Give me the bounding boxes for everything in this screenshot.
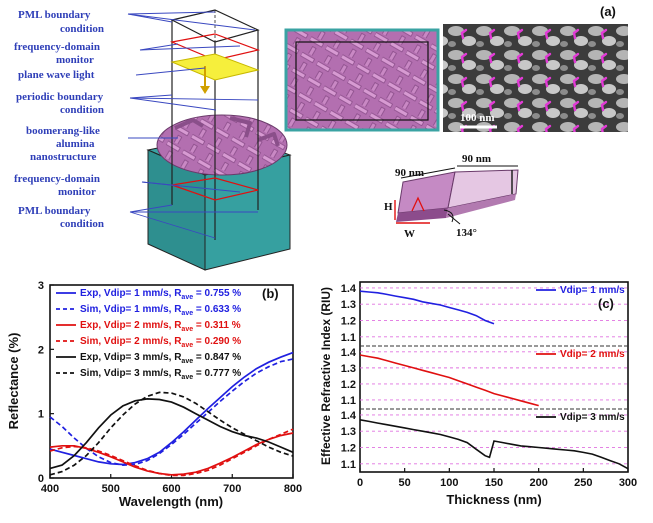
annotations: PML boundary condition frequency-domain … xyxy=(14,9,259,239)
panel-label-c: (c) xyxy=(598,296,614,311)
chart-b-legend-entry: Exp, Vdip= 1 mm/s, Rave = 0.755 % xyxy=(80,288,241,301)
chart-b-ytick-label: 1 xyxy=(38,409,44,421)
scale-bar-label: 100 nm xyxy=(460,112,495,124)
dim-h: H xyxy=(384,201,393,213)
chart-b-xtick-label: 700 xyxy=(223,483,241,495)
monitor-plane-top xyxy=(169,33,261,61)
chart-c-series-3 xyxy=(359,419,629,470)
boomerang-particles xyxy=(174,116,280,147)
chart-b-ytick-label: 0 xyxy=(38,473,44,485)
chart-b-xlabel: Wavelength (nm) xyxy=(119,494,223,509)
chart-b-ytick-label: 3 xyxy=(38,280,44,292)
panel-label-b: (b) xyxy=(262,286,279,301)
chart-c-legend-entry: Vdip= 2 mm/s xyxy=(560,349,625,360)
boomerang-cluster xyxy=(156,114,288,176)
ann-boomerang-2: alumina xyxy=(56,138,95,150)
chart-b: 400 500 600 700 800 0 1 2 3 Exp, Vdip= 1 mm/s, R… xyxy=(6,280,302,509)
chart-b-xtick-label: 400 xyxy=(41,483,59,495)
ann-periodic-1: periodic boundary xyxy=(16,91,104,103)
dim-length-2: 90 nm xyxy=(462,153,491,165)
sem-image: 100 nm xyxy=(443,24,628,132)
chart-c-subplot-1: 1.4 1.3 1.2 1.1 Vdip= 1 mm/s xyxy=(341,283,628,344)
chart-c-xtick-label: 0 xyxy=(357,477,363,489)
chart-c-ytick-label: 1.2 xyxy=(341,379,356,391)
chart-b-series-5 xyxy=(49,398,294,470)
chart-c-ytick-label: 1.3 xyxy=(341,426,356,438)
ann-monitor-top-1: frequency-domain xyxy=(14,41,100,53)
chart-b-xtick-label: 600 xyxy=(162,483,180,495)
chart-b-ticks: 400 500 600 700 800 0 1 2 3 xyxy=(38,280,302,495)
dim-w: W xyxy=(404,228,415,240)
chart-b-series xyxy=(49,351,294,477)
monitor-plane-bottom xyxy=(171,177,259,201)
chart-c-legend-entry: Vdip= 3 mm/s xyxy=(560,412,625,423)
chart-c-xtick-label: 200 xyxy=(529,477,547,489)
chart-b-series-1 xyxy=(49,351,294,466)
chart-c-xtick-label: 150 xyxy=(485,477,503,489)
chart-b-legend-entry: Exp, Vdip= 2 mm/s, Rave = 0.311 % xyxy=(80,320,241,333)
chart-c-xtick-label: 50 xyxy=(399,477,411,489)
chart-c-ytick-label: 1.4 xyxy=(341,410,357,422)
ann-periodic-2: condition xyxy=(60,104,104,116)
chart-c-xlabel: Thickness (nm) xyxy=(446,492,541,507)
chart-c-ytick-label: 1.2 xyxy=(341,443,356,455)
dim-length-1: 90 nm xyxy=(395,167,424,179)
chart-c-xtick-label: 100 xyxy=(440,477,458,489)
chart-c-ytick-label: 1.3 xyxy=(341,363,356,375)
chart-c-xtick-label: 300 xyxy=(619,477,637,489)
ann-monitor-bot-2: monitor xyxy=(58,186,96,198)
chart-b-legend-entry: Sim, Vdip= 1 mm/s, Rave = 0.633 % xyxy=(80,304,241,317)
chart-b-series-2 xyxy=(49,358,294,466)
ann-pml-top-2: condition xyxy=(60,23,104,35)
chart-c-ytick-label: 1.1 xyxy=(341,332,356,344)
chart-b-series-6 xyxy=(49,391,294,476)
panel-label-a: (a) xyxy=(600,4,616,19)
chart-c-legend-entry: Vdip= 1 mm/s xyxy=(560,285,625,296)
chart-b-legend: Exp, Vdip= 1 mm/s, Rave = 0.755 % Sim, Vd… xyxy=(56,288,241,381)
chart-c-ylabel: Effective Refractive Index (RIU) xyxy=(319,287,333,465)
panel-a: PML boundary condition frequency-domain … xyxy=(14,4,628,271)
ann-pml-bot-2: condition xyxy=(60,218,104,230)
boomerang-sketch: 90 nm 90 nm H W 134° xyxy=(384,153,519,240)
ann-boomerang-3: nanostructure xyxy=(30,151,97,163)
chart-c-ytick-label: 1.4 xyxy=(341,283,357,295)
chart-b-xtick-label: 800 xyxy=(284,483,302,495)
chart-b-legend-entry: Sim, Vdip= 2 mm/s, Rave = 0.290 % xyxy=(80,336,241,349)
ann-pml-bot-1: PML boundary xyxy=(18,205,91,217)
chart-b-ytick-label: 2 xyxy=(38,344,44,356)
chart-c-ytick-label: 1.4 xyxy=(341,347,357,359)
chart-b-xtick-label: 500 xyxy=(102,483,120,495)
chart-c-ytick-label: 1.2 xyxy=(341,316,356,328)
ann-plane-wave: plane wave light xyxy=(18,69,95,81)
ann-pml-top-1: PML boundary xyxy=(18,9,91,21)
chart-c-ytick-label: 1.1 xyxy=(341,459,356,471)
chart-c-ytick-label: 1.3 xyxy=(341,299,356,311)
chart-c-series-1 xyxy=(359,290,495,325)
pointer-lines xyxy=(127,11,259,239)
chart-c: 1.4 1.3 1.2 1.1 Vdip= 1 mm/s 1.4 1.3 1.2 1.1 Vdip… xyxy=(319,281,637,507)
ann-monitor-top-2: monitor xyxy=(56,54,94,66)
chart-b-legend-entry: Sim, Vdip= 3 mm/s, Rave = 0.777 % xyxy=(80,368,241,381)
chart-c-subplot-3: 1.4 1.3 1.2 1.1 Vdip= 3 mm/s xyxy=(341,408,629,471)
ann-monitor-bot-1: frequency-domain xyxy=(14,173,100,185)
chart-b-series-4 xyxy=(49,428,294,477)
chart-c-ytick-label: 1.1 xyxy=(341,395,356,407)
chart-b-ylabel: Reflectance (%) xyxy=(6,333,21,430)
ann-boomerang-1: boomerang-like xyxy=(26,125,100,137)
simulation-box xyxy=(146,9,292,271)
dim-angle: 134° xyxy=(456,227,477,239)
chart-b-legend-entry: Exp, Vdip= 3 mm/s, Rave = 0.847 % xyxy=(80,352,241,365)
chart-c-series-2 xyxy=(359,354,539,407)
top-view-model xyxy=(284,28,440,132)
chart-b-series-3 xyxy=(49,432,294,476)
chart-c-xtick-label: 250 xyxy=(574,477,592,489)
plane-wave-light xyxy=(170,53,260,81)
chart-c-plots: 1.4 1.3 1.2 1.1 Vdip= 1 mm/s 1.4 1.3 1.2 1.1 Vdip… xyxy=(341,283,637,489)
chart-c-subplot-2: 1.4 1.3 1.2 1.1 Vdip= 2 mm/s xyxy=(341,345,628,407)
